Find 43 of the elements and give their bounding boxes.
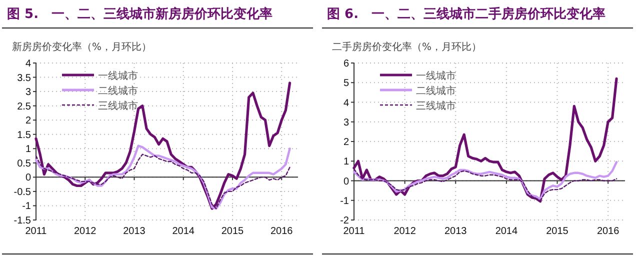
legend-label: 三线城市 <box>98 100 138 112</box>
y-tick-label: 3 <box>343 117 350 128</box>
x-tick-label: 2013 <box>123 226 146 237</box>
x-tick-label: 2011 <box>25 226 48 237</box>
y-tick-label: 4 <box>25 58 32 70</box>
y-tick-label: 6 <box>343 58 350 70</box>
y-tick-label: 2.5 <box>17 101 32 112</box>
y-tick-label: 5 <box>343 78 350 90</box>
x-tick-label: 2015 <box>221 226 244 237</box>
x-tick-label: 2012 <box>74 226 97 237</box>
x-tick-label: 2016 <box>270 226 294 237</box>
x-tick-label: 2013 <box>444 226 468 237</box>
legend-label: 一线城市 <box>416 70 456 82</box>
legend-label: 二线城市 <box>98 85 138 97</box>
y-tick-label: -1 <box>340 196 350 207</box>
legend-label: 二线城市 <box>416 85 456 97</box>
y-tick-label: 1 <box>343 156 350 168</box>
chart-title: 图 6. 一、二、三线城市二手房房价环比变化率 <box>327 6 606 22</box>
y-tick-label: -1.5 <box>14 216 32 226</box>
x-tick-label: 2015 <box>546 226 569 237</box>
y-axis-title: 新房房价变化率（%，月环比） <box>12 41 152 53</box>
chart-title: 图 5. 一、二、三线城市新房房价环比变化率 <box>7 6 273 22</box>
x-tick-label: 2016 <box>596 226 620 237</box>
y-tick-label: 0 <box>343 176 350 188</box>
x-tick-label: 2011 <box>343 226 366 237</box>
y-tick-label: 3.5 <box>17 72 32 84</box>
y-tick-label: 1 <box>25 144 32 156</box>
legend-label: 三线城市 <box>416 100 456 112</box>
x-tick-label: 2014 <box>495 226 518 237</box>
y-tick-label: 2 <box>343 137 350 148</box>
legend-label: 一线城市 <box>98 70 138 82</box>
y-tick-label: 4 <box>343 98 350 109</box>
y-axis-title: 二手房房价变化率（%，月环比） <box>332 41 482 53</box>
y-tick-label: 0 <box>25 172 32 184</box>
y-tick-label: -1 <box>22 201 32 212</box>
y-tick-label: -2 <box>340 216 350 226</box>
y-tick-label: 2 <box>25 116 32 127</box>
y-tick-label: 3 <box>25 87 32 98</box>
y-tick-label: -0.5 <box>14 186 32 198</box>
x-tick-label: 2014 <box>172 226 195 237</box>
y-tick-label: 0.5 <box>17 158 32 170</box>
y-tick-label: 1.5 <box>17 130 32 141</box>
x-tick-label: 2012 <box>394 226 416 237</box>
